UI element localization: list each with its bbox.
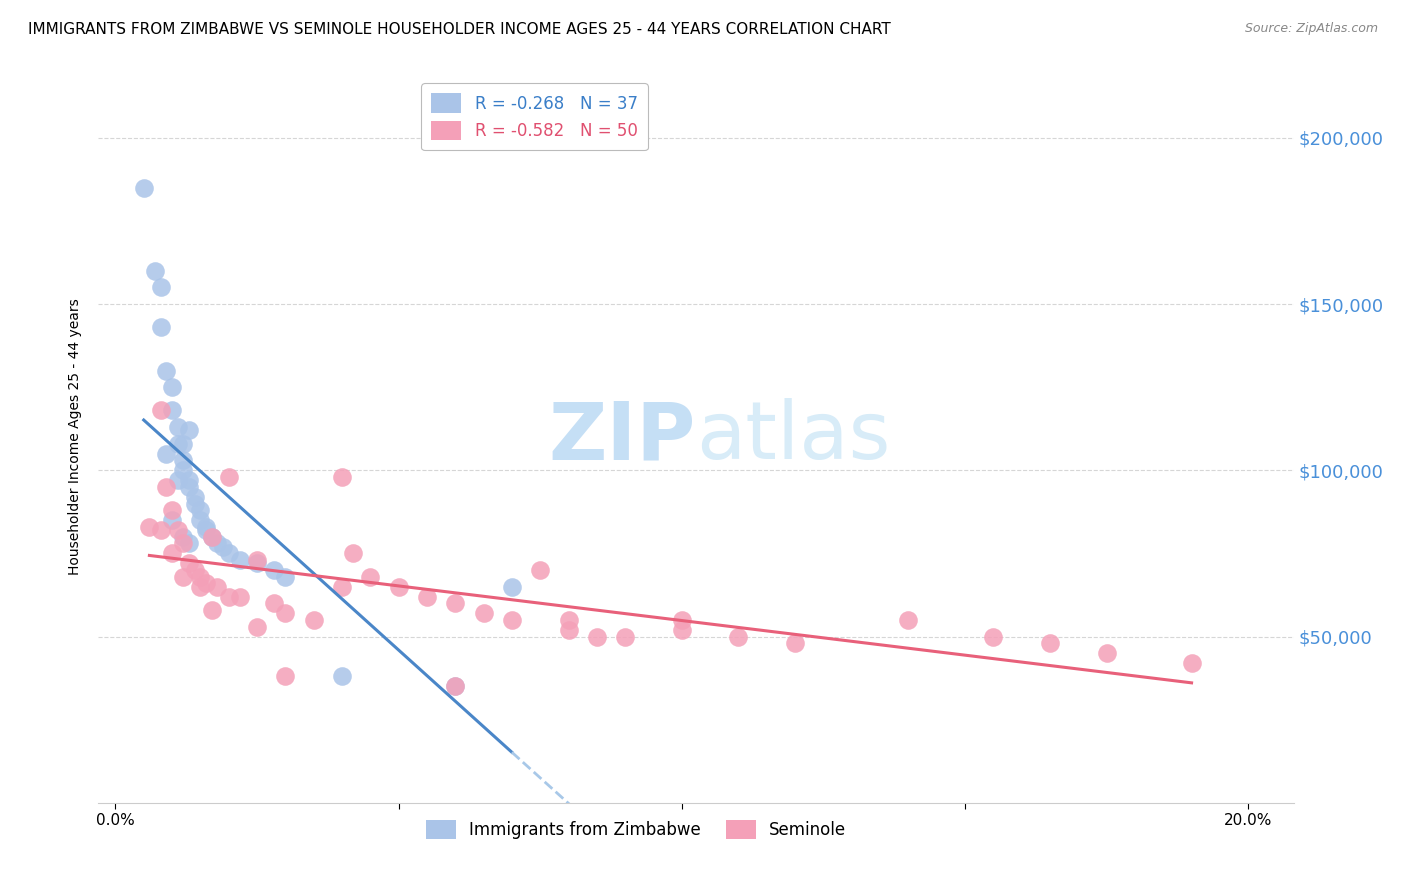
- Point: [671, 623, 693, 637]
- Point: [143, 264, 166, 278]
- Point: [727, 630, 749, 644]
- Point: [166, 473, 188, 487]
- Point: [190, 570, 212, 584]
- Point: [172, 436, 194, 450]
- Point: [229, 553, 252, 567]
- Point: [172, 530, 194, 544]
- Point: [330, 669, 353, 683]
- Point: [183, 490, 205, 504]
- Point: [246, 619, 269, 633]
- Text: atlas: atlas: [696, 398, 890, 476]
- Point: [359, 570, 381, 584]
- Point: [330, 580, 353, 594]
- Point: [172, 453, 194, 467]
- Point: [149, 523, 172, 537]
- Point: [190, 503, 212, 517]
- Point: [132, 180, 155, 194]
- Point: [246, 553, 269, 567]
- Legend: Immigrants from Zimbabwe, Seminole: Immigrants from Zimbabwe, Seminole: [419, 814, 853, 846]
- Point: [342, 546, 364, 560]
- Point: [330, 470, 353, 484]
- Text: ZIP: ZIP: [548, 398, 696, 476]
- Point: [229, 590, 252, 604]
- Point: [195, 523, 218, 537]
- Point: [183, 497, 205, 511]
- Point: [160, 380, 183, 394]
- Point: [160, 546, 183, 560]
- Point: [218, 470, 240, 484]
- Point: [501, 613, 523, 627]
- Point: [172, 536, 194, 550]
- Point: [557, 613, 579, 627]
- Point: [388, 580, 411, 594]
- Point: [444, 680, 467, 694]
- Point: [1039, 636, 1062, 650]
- Point: [166, 420, 188, 434]
- Point: [274, 607, 297, 621]
- Y-axis label: Householder Income Ages 25 - 44 years: Householder Income Ages 25 - 44 years: [69, 299, 83, 575]
- Point: [166, 523, 188, 537]
- Point: [195, 576, 218, 591]
- Point: [172, 570, 194, 584]
- Point: [263, 563, 285, 577]
- Point: [195, 520, 218, 534]
- Point: [529, 563, 551, 577]
- Point: [149, 403, 172, 417]
- Point: [201, 603, 224, 617]
- Point: [246, 557, 269, 571]
- Point: [155, 363, 177, 377]
- Point: [501, 580, 523, 594]
- Point: [444, 680, 467, 694]
- Point: [1180, 656, 1202, 670]
- Point: [981, 630, 1004, 644]
- Point: [160, 513, 183, 527]
- Point: [274, 669, 297, 683]
- Point: [138, 520, 160, 534]
- Point: [212, 540, 235, 554]
- Point: [160, 403, 183, 417]
- Point: [207, 580, 229, 594]
- Point: [671, 613, 693, 627]
- Point: [897, 613, 920, 627]
- Point: [1095, 646, 1118, 660]
- Point: [177, 557, 200, 571]
- Point: [190, 580, 212, 594]
- Point: [783, 636, 806, 650]
- Point: [586, 630, 609, 644]
- Point: [177, 424, 200, 438]
- Point: [201, 530, 224, 544]
- Text: IMMIGRANTS FROM ZIMBABWE VS SEMINOLE HOUSEHOLDER INCOME AGES 25 - 44 YEARS CORRE: IMMIGRANTS FROM ZIMBABWE VS SEMINOLE HOU…: [28, 22, 891, 37]
- Point: [166, 436, 188, 450]
- Point: [274, 570, 297, 584]
- Point: [177, 536, 200, 550]
- Point: [160, 503, 183, 517]
- Point: [416, 590, 439, 604]
- Point: [155, 480, 177, 494]
- Point: [218, 590, 240, 604]
- Point: [149, 320, 172, 334]
- Point: [614, 630, 637, 644]
- Point: [155, 447, 177, 461]
- Point: [302, 613, 325, 627]
- Point: [190, 513, 212, 527]
- Text: Source: ZipAtlas.com: Source: ZipAtlas.com: [1244, 22, 1378, 36]
- Point: [172, 463, 194, 477]
- Point: [444, 596, 467, 610]
- Point: [218, 546, 240, 560]
- Point: [472, 607, 495, 621]
- Point: [557, 623, 579, 637]
- Point: [263, 596, 285, 610]
- Point: [177, 480, 200, 494]
- Point: [201, 530, 224, 544]
- Point: [177, 473, 200, 487]
- Point: [207, 536, 229, 550]
- Point: [183, 563, 205, 577]
- Point: [149, 280, 172, 294]
